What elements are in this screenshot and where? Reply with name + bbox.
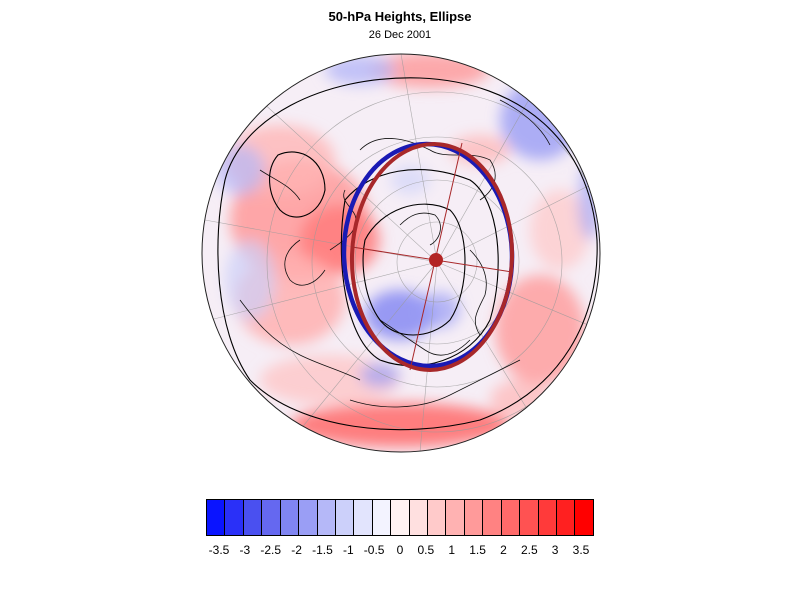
colorbar-tick-label: 1.5 bbox=[469, 543, 486, 557]
polar-map bbox=[201, 53, 601, 453]
colorbar-tick-label: 3.5 bbox=[572, 543, 590, 557]
map-boundary bbox=[201, 53, 601, 453]
colorbar-tick-label: 0.5 bbox=[417, 543, 435, 557]
colorbar-tick-label: 2.5 bbox=[520, 543, 538, 557]
colorbar-tick-label: 3 bbox=[551, 543, 559, 557]
colorbar-box bbox=[501, 500, 521, 535]
anomaly-blobs bbox=[215, 54, 600, 447]
colorbar-tick-label: -3 bbox=[239, 543, 251, 557]
colorbar-tick-label: -2 bbox=[291, 543, 302, 557]
colorbar-tick-label: -1.5 bbox=[312, 543, 333, 557]
colorbar bbox=[206, 499, 594, 536]
colorbar-tick-label: 2 bbox=[500, 543, 507, 557]
colorbar-box bbox=[280, 500, 300, 535]
colorbar-box bbox=[207, 500, 226, 535]
colorbar-tick-label: -2.5 bbox=[260, 543, 282, 557]
colorbar-box bbox=[538, 500, 558, 535]
colorbar-tick-label: -3.5 bbox=[208, 543, 230, 557]
colorbar-box bbox=[354, 500, 373, 535]
colorbar-box bbox=[299, 500, 318, 535]
colorbar-tick-label: 1 bbox=[448, 543, 456, 557]
colorbar-box bbox=[409, 500, 429, 535]
coastlines bbox=[239, 99, 551, 408]
colorbar-tick-label: -0.5 bbox=[363, 543, 385, 557]
colorbar-tick-label: 0 bbox=[396, 543, 404, 557]
colorbar-box bbox=[557, 500, 576, 535]
colorbar-box bbox=[446, 500, 465, 535]
colorbar-box bbox=[317, 500, 336, 535]
vortex-centroid-marker bbox=[429, 253, 443, 267]
graticule bbox=[204, 54, 600, 452]
colorbar-box bbox=[372, 500, 392, 535]
colorbar-box bbox=[262, 500, 281, 535]
vortex-ellipse-red bbox=[349, 142, 515, 372]
map-subtitle: 26 Dec 2001 bbox=[368, 29, 432, 41]
colorbar-box bbox=[575, 500, 593, 535]
colorbar-box bbox=[520, 500, 539, 535]
height-contours bbox=[217, 77, 598, 431]
colorbar-box bbox=[428, 500, 447, 535]
colorbar-box bbox=[243, 500, 263, 535]
colorbar-box bbox=[483, 500, 502, 535]
colorbar-labels: -3.5 -3 -2.5 -2 -1.5 -1 -0.5 0 0.5 1 1.5 2 2.5 3 3.5 bbox=[0, 543, 800, 559]
colorbar-box bbox=[335, 500, 355, 535]
colorbar-box bbox=[225, 500, 244, 535]
map-title: 50-hPa Heights, Ellipse bbox=[328, 9, 472, 24]
colorbar-box bbox=[464, 500, 484, 535]
colorbar-tick-label: -1 bbox=[342, 543, 354, 557]
colorbar-box bbox=[391, 500, 410, 535]
